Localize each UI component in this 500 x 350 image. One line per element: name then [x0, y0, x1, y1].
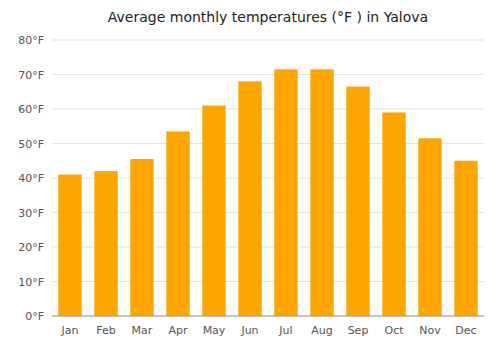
x-tick-label: Mar	[132, 324, 153, 337]
y-tick-label: 60°F	[18, 103, 44, 116]
bar	[346, 87, 369, 316]
y-tick-label: 20°F	[18, 241, 44, 254]
x-tick-label: Oct	[384, 324, 404, 337]
chart-title: Average monthly temperatures (°F ) in Ya…	[108, 9, 428, 25]
x-tick-label: Sep	[348, 324, 369, 337]
x-tick-label: Jan	[61, 324, 79, 337]
x-tick-label: Dec	[455, 324, 476, 337]
y-tick-label: 30°F	[18, 207, 44, 220]
x-tick-label: Feb	[96, 324, 115, 337]
bar	[382, 112, 405, 316]
chart-container: Average monthly temperatures (°F ) in Ya…	[0, 0, 500, 350]
x-axis-line	[52, 316, 484, 317]
y-tick-label: 40°F	[18, 172, 44, 185]
y-tick-label: 10°F	[18, 276, 44, 289]
x-tick-label: May	[203, 324, 226, 337]
bar	[202, 106, 225, 316]
grid-line	[52, 40, 484, 41]
bar	[418, 138, 441, 316]
x-axis: Jan Feb Mar Apr May Jun Jul Aug Sep Oct Nov Dec	[52, 316, 484, 337]
x-tick-label: Nov	[419, 324, 441, 337]
bar	[310, 69, 333, 316]
y-tick-label: 70°F	[18, 69, 44, 82]
grid-line	[52, 316, 484, 317]
grid-line	[52, 74, 484, 75]
bars	[58, 69, 477, 316]
grid-line	[52, 109, 484, 110]
y-tick-label: 0°F	[25, 310, 44, 323]
bar	[58, 175, 81, 316]
y-axis: 0°F 10°F 20°F 30°F 40°F 50°F 60°F 70°F 80°F	[18, 34, 44, 323]
bar	[238, 81, 261, 316]
bar	[454, 161, 477, 316]
x-tick-label: Jun	[240, 324, 258, 337]
grid	[52, 40, 484, 316]
y-tick-label: 50°F	[18, 138, 44, 151]
x-tick-label: Jul	[278, 324, 292, 337]
bar	[130, 159, 153, 316]
bar	[274, 69, 297, 316]
x-tick-label: Aug	[311, 324, 332, 337]
x-tick-label: Apr	[168, 324, 188, 337]
chart: Average monthly temperatures (°F ) in Ya…	[0, 0, 500, 350]
y-tick-label: 80°F	[18, 34, 44, 47]
bar	[166, 131, 189, 316]
bar	[94, 171, 117, 316]
